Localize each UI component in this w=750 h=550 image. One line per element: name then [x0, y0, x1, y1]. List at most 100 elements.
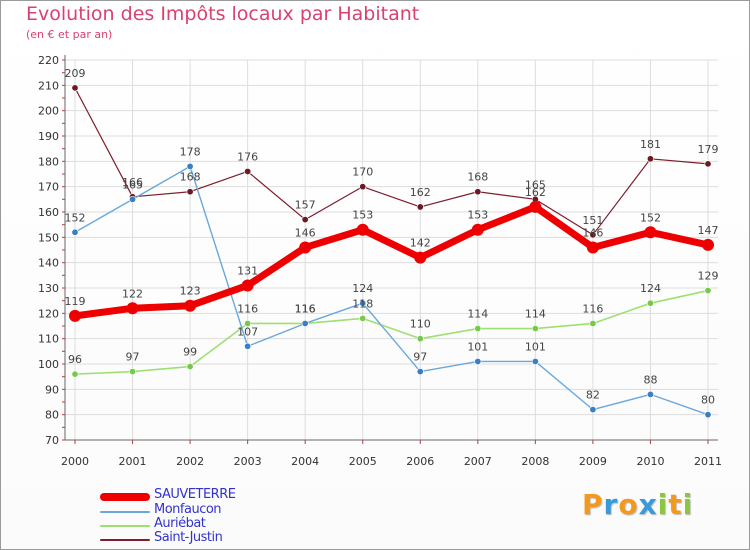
proxiti-logo: Proxiti [582, 488, 693, 521]
data-point-monfaucon [359, 299, 367, 307]
data-label-saint-justin: 151 [582, 214, 603, 227]
x-tick-label: 2005 [349, 455, 377, 468]
x-tick-label: 2011 [694, 455, 722, 468]
data-label-monfaucon: 101 [467, 340, 488, 353]
data-label-saint-justin: 168 [467, 171, 488, 184]
data-point-monfaucon [301, 319, 309, 327]
data-label-auri-bat: 124 [640, 282, 661, 295]
y-tick-label: 90 [45, 383, 59, 396]
data-label-monfaucon: 88 [643, 373, 657, 386]
data-point-saint-justin [474, 188, 482, 196]
data-label-monfaucon: 107 [237, 325, 258, 338]
data-label-saint-justin: 162 [410, 186, 431, 199]
y-tick-label: 110 [38, 333, 59, 346]
data-point-monfaucon [474, 357, 482, 365]
data-label-auri-bat: 114 [525, 308, 546, 321]
legend-swatch-sauveterre [100, 493, 150, 501]
logo-letter: t [668, 488, 683, 521]
legend-label-sauveterre: SAUVETERRE [154, 487, 236, 502]
data-label-saint-justin: 209 [65, 67, 86, 80]
data-label-auri-bat: 116 [237, 302, 258, 315]
chart-title: Evolution des Impôts locaux par Habitant [26, 3, 420, 25]
data-label-sauveterre: 162 [525, 186, 546, 199]
y-tick-label: 210 [38, 79, 59, 92]
logo-letter: x [638, 488, 658, 521]
logo-letter: i [682, 488, 694, 521]
data-label-monfaucon: 124 [352, 282, 373, 295]
data-label-monfaucon: 178 [180, 145, 201, 158]
legend-label-auriebat: Auriébat [154, 516, 206, 531]
data-label-saint-justin: 157 [295, 199, 316, 212]
data-point-sauveterre [644, 226, 657, 239]
data-label-sauveterre: 122 [122, 287, 143, 300]
x-tick-label: 2009 [579, 455, 607, 468]
data-point-auri-bat [474, 325, 482, 333]
data-label-saint-justin: 176 [237, 150, 258, 163]
data-label-auri-bat: 116 [295, 302, 316, 315]
data-label-sauveterre: 153 [467, 209, 488, 222]
data-point-auri-bat [646, 299, 654, 307]
logo-letter: P [582, 488, 604, 521]
data-label-sauveterre: 123 [180, 285, 201, 298]
data-point-auri-bat [129, 368, 137, 376]
y-tick-label: 130 [38, 282, 59, 295]
y-tick-label: 80 [45, 409, 59, 422]
x-tick-label: 2007 [464, 455, 492, 468]
y-tick-label: 100 [38, 358, 59, 371]
series-line-saint-justin [74, 87, 709, 236]
x-tick-label: 2008 [521, 455, 549, 468]
data-label-auri-bat: 96 [68, 353, 82, 366]
legend-swatch-auriebat [100, 525, 150, 527]
data-point-saint-justin [301, 216, 309, 224]
legend-swatch-monfaucon [100, 511, 150, 513]
x-tick-label: 2000 [61, 455, 89, 468]
data-point-sauveterre [241, 279, 254, 292]
legend-swatch-saint-justin [100, 539, 150, 541]
data-label-monfaucon: 116 [295, 302, 316, 315]
data-point-monfaucon [129, 195, 137, 203]
data-label-monfaucon: 165 [122, 178, 143, 191]
data-point-monfaucon [646, 390, 654, 398]
data-label-saint-justin: 165 [525, 178, 546, 191]
data-point-sauveterre [126, 302, 139, 315]
legend-label-saint-justin: Saint-Justin [154, 530, 223, 545]
data-point-sauveterre [69, 309, 81, 322]
data-label-sauveterre: 119 [65, 295, 86, 308]
data-label-saint-justin: 170 [352, 166, 373, 179]
y-tick-label: 180 [38, 155, 59, 168]
logo-letter: r [603, 488, 619, 521]
logo-letter: i [657, 488, 669, 521]
data-label-monfaucon: 101 [525, 340, 546, 353]
data-label-sauveterre: 131 [237, 264, 258, 277]
data-label-sauveterre: 153 [352, 209, 373, 222]
y-tick-label: 120 [38, 307, 59, 320]
x-tick-label: 2001 [119, 455, 147, 468]
data-point-saint-justin [646, 155, 654, 163]
data-point-auri-bat [704, 287, 712, 295]
data-point-auri-bat [244, 319, 252, 327]
y-tick-label: 170 [38, 181, 59, 194]
data-label-auri-bat: 116 [582, 302, 603, 315]
data-label-sauveterre: 152 [640, 211, 661, 224]
data-label-sauveterre: 146 [295, 226, 316, 239]
data-point-monfaucon [71, 228, 79, 236]
data-point-auri-bat [589, 319, 597, 327]
data-point-monfaucon [531, 357, 539, 365]
data-point-auri-bat [71, 370, 79, 378]
data-point-sauveterre [184, 299, 197, 312]
data-point-saint-justin [704, 160, 712, 168]
data-label-monfaucon: 82 [586, 389, 600, 402]
y-tick-label: 140 [38, 257, 59, 270]
y-tick-label: 190 [38, 130, 59, 143]
data-point-saint-justin [244, 167, 252, 175]
data-point-monfaucon [186, 162, 194, 170]
data-label-sauveterre: 146 [582, 226, 603, 239]
y-tick-label: 70 [45, 434, 59, 447]
logo-letter: o [618, 488, 639, 521]
data-point-auri-bat [359, 314, 367, 322]
data-point-saint-justin [71, 84, 79, 92]
data-point-sauveterre [414, 251, 427, 264]
data-point-monfaucon [416, 368, 424, 376]
